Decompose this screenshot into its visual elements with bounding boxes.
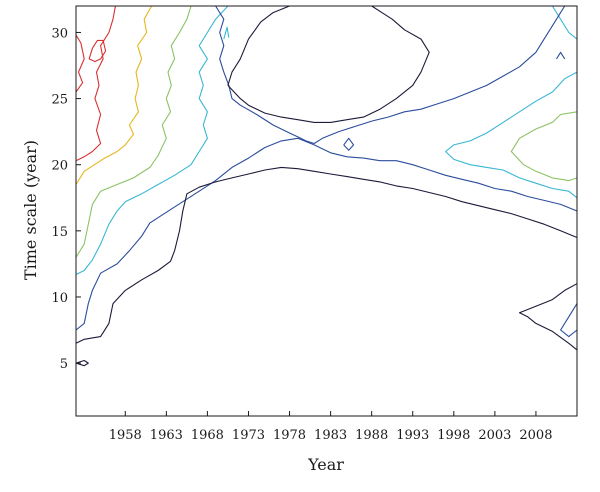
contour-line-level-6-2 xyxy=(227,5,430,123)
x-tick-label: 1978 xyxy=(273,428,306,443)
x-tick-label: 2003 xyxy=(478,428,511,443)
contour-line-level-5-5 xyxy=(556,51,566,60)
x-tick-label: 1983 xyxy=(314,428,347,443)
y-tick-label: 10 xyxy=(51,291,68,306)
contour-line-level-4-4 xyxy=(223,26,230,40)
x-tick-label: 1993 xyxy=(396,428,429,443)
y-tick-label: 30 xyxy=(51,26,68,41)
y-tick-label: 20 xyxy=(51,159,68,174)
contour-line-level-5-1 xyxy=(75,137,578,331)
y-tick-label: 25 xyxy=(51,93,68,108)
y-axis-title: Time scale (year) xyxy=(21,140,40,280)
contour-line-level-4-2 xyxy=(445,71,578,199)
contour-line-level-6-3 xyxy=(75,359,89,367)
contour-line-level-4-3 xyxy=(551,5,578,40)
x-tick-label: 2008 xyxy=(519,428,552,443)
contour-line-level-5-2 xyxy=(215,5,566,145)
x-tick-label: 1958 xyxy=(109,428,142,443)
y-axis-ticks: 5 10 15 20 25 30 xyxy=(51,26,81,372)
x-tick-label: 1988 xyxy=(355,428,388,443)
y-tick-label: 15 xyxy=(51,225,68,240)
contour-lines xyxy=(75,5,578,367)
x-tick-label: 1968 xyxy=(191,428,224,443)
x-tick-label: 1973 xyxy=(232,428,265,443)
contour-line-level-5-3 xyxy=(560,303,578,338)
contour-line-level-2-1 xyxy=(75,5,153,185)
x-tick-label: 1998 xyxy=(437,428,470,443)
x-tick-label: 1963 xyxy=(150,428,183,443)
contour-line-level-1-2 xyxy=(75,34,85,93)
x-axis-ticks: 1958 1963 1968 1973 1978 1983 1988 1993 1998 2003… xyxy=(109,411,552,443)
contour-line-level-6-1 xyxy=(75,166,578,344)
contour-line-level-6-4 xyxy=(518,283,578,351)
x-axis-title: Year xyxy=(307,455,344,474)
contour-line-level-3-1 xyxy=(75,5,192,258)
contour-line-level-5-4 xyxy=(343,137,355,151)
y-tick-label: 5 xyxy=(60,357,68,372)
contour-line-level-1-3 xyxy=(88,39,107,63)
plot-frame xyxy=(75,5,578,417)
contour-line-level-1-1 xyxy=(75,5,116,162)
contour-line-level-4-1 xyxy=(75,5,229,275)
contour-line-level-3-2 xyxy=(510,111,578,182)
